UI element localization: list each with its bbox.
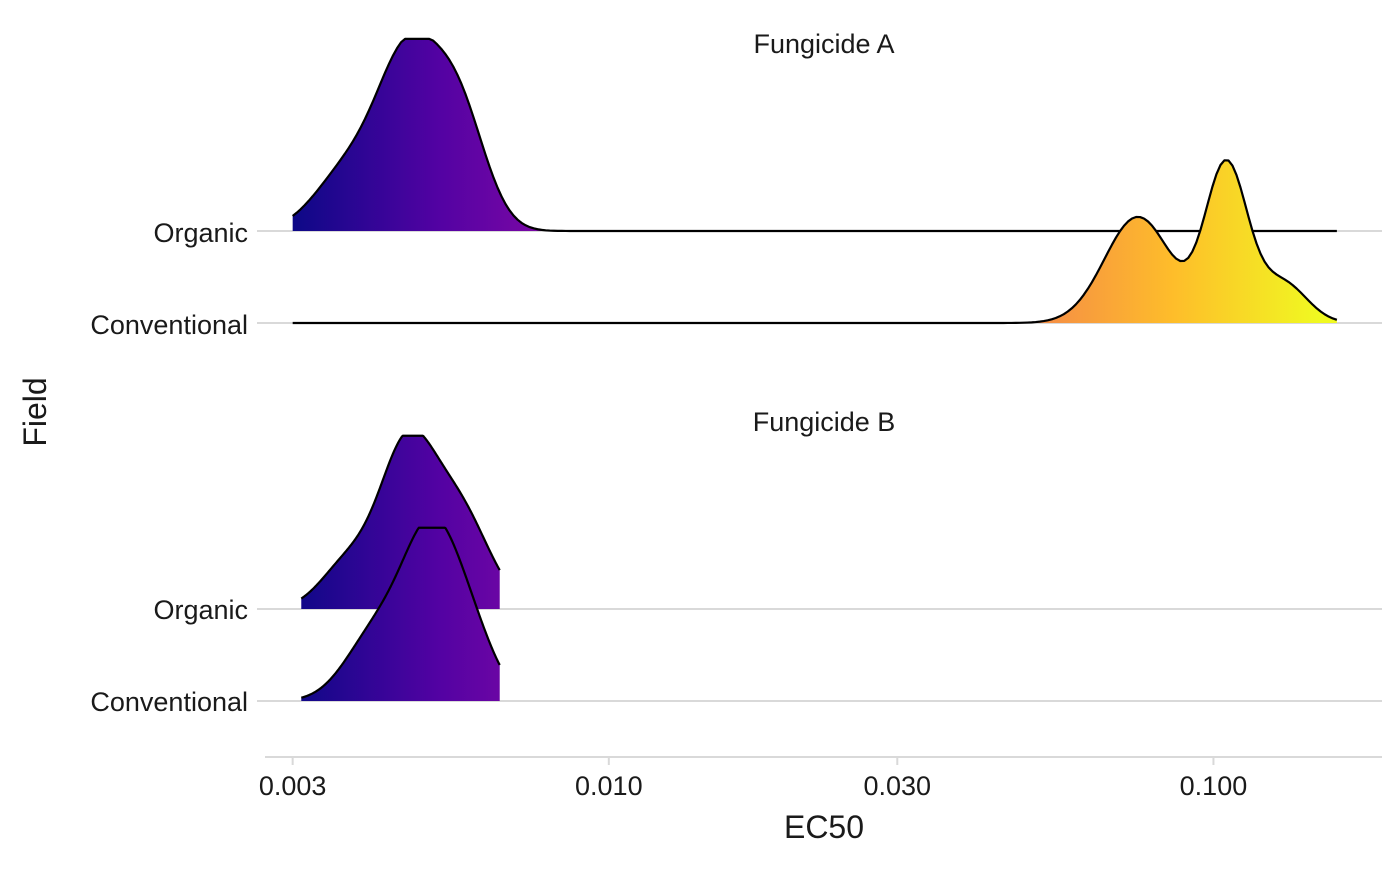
x-axis-title: EC50 bbox=[784, 809, 864, 845]
axis-labels: Fungicide A Fungicide B Organic Conventi… bbox=[17, 29, 895, 845]
ridge-fill bbox=[292, 38, 1337, 231]
x-axis: 0.003 0.010 0.030 0.100 bbox=[259, 756, 1382, 801]
y-tick-label-organic: Organic bbox=[153, 218, 248, 248]
ridge-outline bbox=[300, 526, 501, 699]
x-tick-label: 0.003 bbox=[259, 771, 327, 801]
density-ridges bbox=[291, 37, 1338, 701]
ridge-fungicide-b-conventional bbox=[300, 526, 501, 701]
x-tick-label: 0.030 bbox=[864, 771, 932, 801]
x-tick-label: 0.100 bbox=[1180, 771, 1248, 801]
facet-title-fungicide-a: Fungicide A bbox=[753, 29, 894, 59]
ridge-fill bbox=[292, 160, 1337, 323]
y-tick-label-conventional: Conventional bbox=[90, 687, 248, 717]
ridge-outline bbox=[300, 434, 501, 600]
ridge-fungicide-a-organic bbox=[291, 37, 1337, 233]
ridge-outline bbox=[292, 159, 1338, 325]
ridge-outline bbox=[291, 37, 1337, 233]
x-tick-label: 0.010 bbox=[575, 771, 643, 801]
y-tick-label-organic: Organic bbox=[153, 595, 248, 625]
ridge-fill bbox=[301, 527, 500, 701]
facet-title-fungicide-b: Fungicide B bbox=[753, 407, 896, 437]
y-tick-label-conventional: Conventional bbox=[90, 310, 248, 340]
y-axis-title: Field bbox=[17, 377, 53, 446]
ridge-fungicide-a-conventional bbox=[292, 159, 1338, 325]
